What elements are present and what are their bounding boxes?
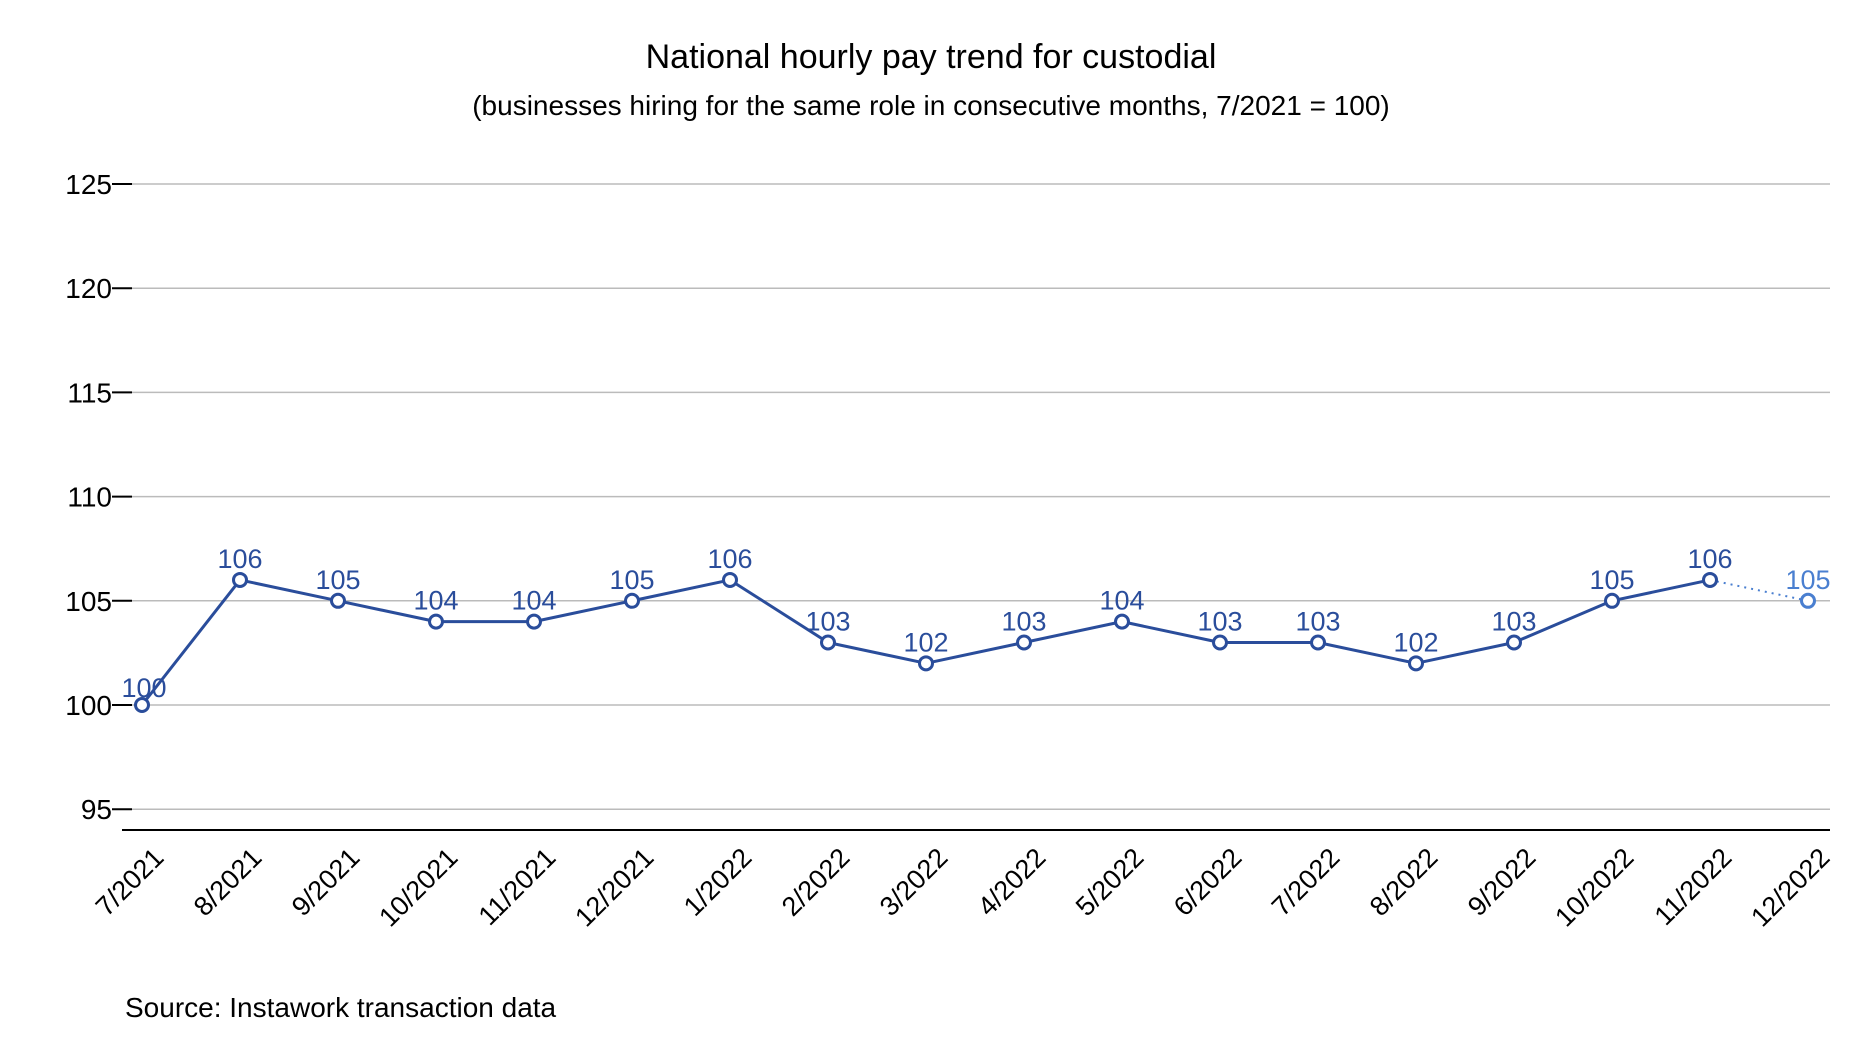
data-label-4/2022: 103 bbox=[1001, 606, 1046, 636]
xtick-label-5/2022: 5/2022 bbox=[1070, 842, 1150, 922]
data-label-6/2022: 103 bbox=[1197, 606, 1242, 636]
point-1/2022 bbox=[722, 571, 738, 588]
ytick-label-95: 95 bbox=[81, 794, 112, 825]
data-labels: 100 106 105 104 104 105 106 103 102 103 104 103 103 1… bbox=[121, 544, 1830, 703]
point-5/2022 bbox=[1114, 613, 1130, 630]
ytick-label-110: 110 bbox=[67, 482, 112, 513]
point-8/2021 bbox=[232, 571, 248, 588]
xtick-label-10/2021: 10/2021 bbox=[373, 842, 463, 932]
ytick-label-115: 115 bbox=[67, 377, 112, 408]
data-label-12/2022: 105 bbox=[1785, 565, 1830, 595]
x-axis: 7/2021 8/2021 9/2021 10/2021 11/2021 12/2021 1… bbox=[90, 829, 1836, 933]
point-4/2022 bbox=[1016, 634, 1032, 651]
data-label-8/2022: 102 bbox=[1393, 627, 1438, 657]
point-6/2022 bbox=[1212, 634, 1228, 651]
point-11/2021 bbox=[526, 613, 542, 630]
data-label-1/2022: 106 bbox=[707, 544, 752, 574]
gridlines bbox=[122, 183, 1830, 810]
point-7/2022 bbox=[1310, 634, 1326, 651]
data-label-11/2022: 106 bbox=[1687, 544, 1732, 574]
point-10/2022 bbox=[1604, 592, 1620, 609]
xtick-label-3/2022: 3/2022 bbox=[874, 842, 954, 922]
xtick-label-12/2021: 12/2021 bbox=[569, 842, 659, 932]
ytick-label-120: 120 bbox=[65, 273, 112, 304]
data-label-10/2021: 104 bbox=[413, 586, 458, 616]
point-8/2022 bbox=[1408, 655, 1424, 672]
data-label-7/2021: 100 bbox=[121, 673, 166, 703]
point-12/2022 bbox=[1800, 592, 1816, 609]
xtick-label-11/2022: 11/2022 bbox=[1649, 842, 1738, 931]
xtick-label-8/2022: 8/2022 bbox=[1364, 842, 1444, 922]
point-9/2021 bbox=[330, 592, 346, 609]
xtick-label-8/2021: 8/2021 bbox=[188, 842, 268, 922]
data-label-9/2021: 105 bbox=[315, 565, 360, 595]
point-10/2021 bbox=[428, 613, 444, 630]
xtick-label-7/2022: 7/2022 bbox=[1266, 842, 1346, 922]
xtick-label-10/2022: 10/2022 bbox=[1549, 842, 1639, 932]
ytick-label-105: 105 bbox=[65, 586, 112, 617]
point-12/2021 bbox=[624, 592, 640, 609]
chart-title: National hourly pay trend for custodial bbox=[645, 38, 1217, 76]
point-11/2022 bbox=[1702, 571, 1718, 588]
data-label-8/2021: 106 bbox=[217, 544, 262, 574]
xtick-label-6/2022: 6/2022 bbox=[1168, 842, 1248, 922]
ytick-label-100: 100 bbox=[65, 690, 112, 721]
chart-subtitle: (businesses hiring for the same role in … bbox=[472, 90, 1390, 121]
data-label-11/2021: 104 bbox=[511, 586, 556, 616]
xtick-label-4/2022: 4/2022 bbox=[972, 842, 1052, 922]
xtick-label-12/2022: 12/2022 bbox=[1745, 842, 1835, 932]
point-3/2022 bbox=[918, 655, 934, 672]
ytick-label-125: 125 bbox=[65, 169, 112, 200]
xtick-label-9/2021: 9/2021 bbox=[286, 842, 366, 922]
projected-segment bbox=[1709, 578, 1809, 602]
point-2/2022 bbox=[820, 634, 836, 651]
data-label-2/2022: 103 bbox=[805, 606, 850, 636]
data-label-5/2022: 104 bbox=[1099, 586, 1144, 616]
data-label-12/2021: 105 bbox=[609, 565, 654, 595]
data-label-3/2022: 102 bbox=[903, 627, 948, 657]
point-9/2022 bbox=[1506, 634, 1522, 651]
point-7/2021 bbox=[134, 697, 150, 713]
data-label-9/2022: 103 bbox=[1491, 606, 1536, 636]
y-axis: 95 100 105 110 115 120 125 bbox=[65, 169, 132, 825]
xtick-label-11/2021: 11/2021 bbox=[473, 842, 562, 931]
source-note: Source: Instawork transaction data bbox=[125, 992, 557, 1023]
data-label-7/2022: 103 bbox=[1295, 606, 1340, 636]
data-label-10/2022: 105 bbox=[1589, 565, 1634, 595]
xtick-label-7/2021: 7/2021 bbox=[90, 842, 170, 922]
xtick-label-9/2022: 9/2022 bbox=[1462, 842, 1542, 922]
series-custodial bbox=[134, 571, 1816, 713]
xtick-label-1/2022: 1/2022 bbox=[678, 842, 758, 922]
xtick-label-2/2022: 2/2022 bbox=[776, 842, 856, 922]
